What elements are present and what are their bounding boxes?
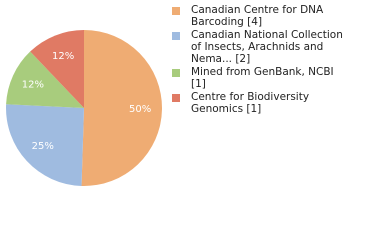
legend-label: Centre for Biodiversity Genomics [1]: [191, 91, 310, 115]
pie-slice: [6, 51, 84, 108]
legend-swatch: [172, 7, 180, 15]
legend-label: Canadian Centre for DNA Barcoding [4]: [191, 4, 324, 28]
legend-item: Centre for Biodiversity Genomics [1]: [172, 91, 346, 115]
pie: 50% 25% 12% 12%: [6, 30, 163, 186]
slice-label: 50%: [129, 104, 151, 115]
pie-slice: [6, 104, 85, 186]
legend-item: Mined from GenBank, NCBI [1]: [172, 66, 346, 90]
legend-swatch: [172, 94, 180, 102]
legend-swatch: [172, 32, 180, 40]
slice-label: 25%: [32, 141, 54, 152]
slice-label: 12%: [22, 80, 44, 91]
legend-label: Canadian National Collection of Insects,…: [191, 29, 343, 65]
legend-item: Canadian Centre for DNA Barcoding [4]: [172, 4, 346, 28]
legend: Canadian Centre for DNA Barcoding [4] Can…: [172, 4, 377, 116]
legend-swatch: [172, 69, 180, 77]
pie-slice: [81, 30, 163, 186]
pie-slice: [30, 30, 85, 108]
legend-item: Canadian National Collection of Insects,…: [172, 29, 346, 65]
legend-label: Mined from GenBank, NCBI [1]: [191, 66, 334, 90]
slice-label: 12%: [52, 51, 74, 62]
